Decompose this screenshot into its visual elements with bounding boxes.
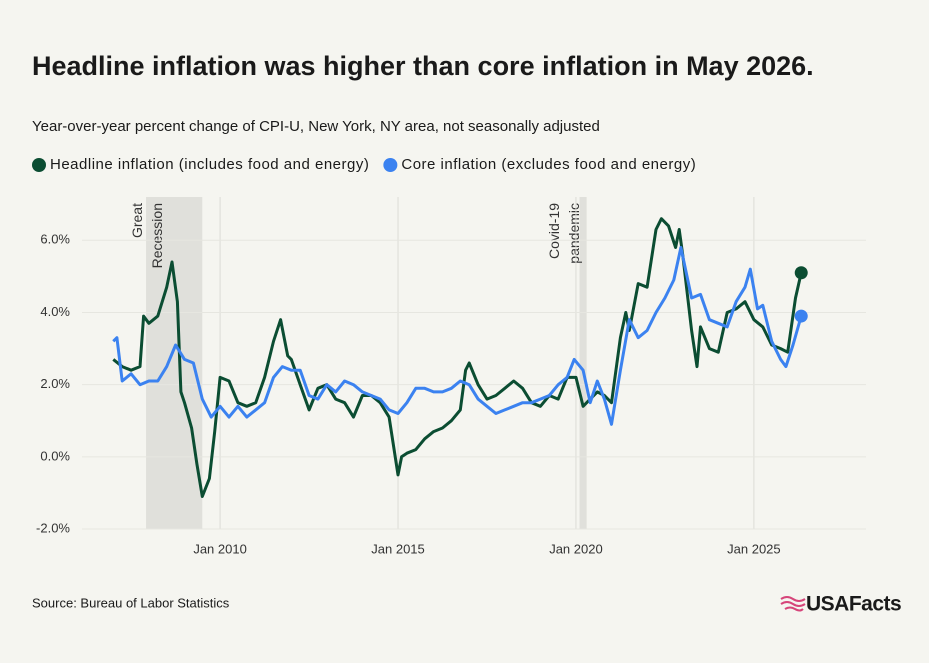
chart-title: Headline inflation was higher than core … <box>32 51 814 81</box>
shaded-label: Great <box>129 203 145 238</box>
legend-label: Headline inflation (includes food and en… <box>50 156 369 173</box>
y-tick-label: 0.0% <box>40 448 70 463</box>
x-tick-label: Jan 2015 <box>371 541 425 556</box>
shaded-region <box>579 197 587 529</box>
source: Source: Bureau of Labor Statistics <box>32 595 230 610</box>
x-tick-label: Jan 2025 <box>727 541 781 556</box>
chart-subtitle: Year-over-year percent change of CPI-U, … <box>32 118 600 135</box>
end-dot <box>794 309 808 323</box>
end-dot <box>794 266 808 280</box>
legend-swatch <box>32 158 46 172</box>
logo: USAFacts <box>806 593 901 616</box>
x-tick-label: Jan 2020 <box>549 541 603 556</box>
legend-swatch <box>383 158 398 172</box>
series-line <box>112 246 803 426</box>
y-tick-label: -2.0% <box>36 520 70 535</box>
series-line <box>112 217 803 498</box>
y-tick-label: 6.0% <box>40 232 70 247</box>
y-tick-label: 2.0% <box>40 376 70 391</box>
legend-label: Core inflation (excludes food and energy… <box>401 156 696 173</box>
y-tick-label: 4.0% <box>40 304 70 319</box>
shaded-label: Covid-19 <box>546 203 562 259</box>
logo-icon <box>780 596 806 612</box>
shaded-label: Recession <box>149 203 165 268</box>
x-tick-label: Jan 2010 <box>193 541 247 556</box>
shaded-label: pandemic <box>566 203 582 264</box>
